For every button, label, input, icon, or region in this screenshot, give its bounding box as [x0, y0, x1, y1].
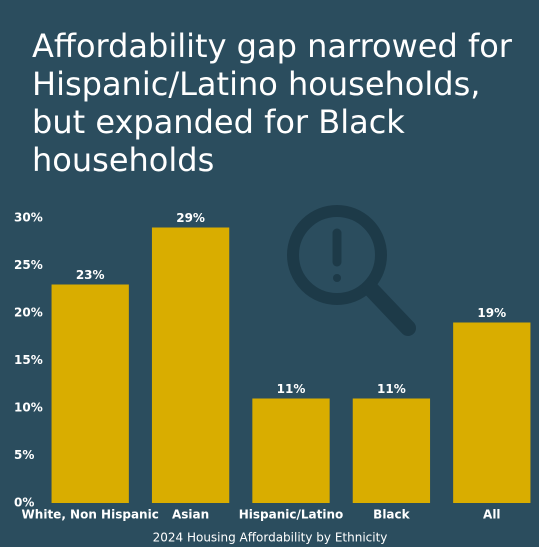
- chart-title: Affordability gap narrowed for Hispanic/…: [32, 27, 512, 179]
- bar: [51, 284, 129, 503]
- value-label: 11%: [377, 382, 406, 396]
- y-tick-label: 0%: [14, 496, 34, 510]
- y-tick-label: 10%: [14, 401, 43, 415]
- y-tick-label: 15%: [14, 353, 43, 367]
- value-label: 23%: [76, 268, 105, 282]
- bar: [352, 398, 431, 503]
- value-label: 29%: [176, 211, 205, 225]
- y-tick-label: 5%: [14, 448, 34, 462]
- x-axis-title: 2024 Housing Affordability by Ethnicity: [153, 531, 388, 545]
- x-tick-label: Asian: [172, 508, 209, 522]
- x-tick-label: White, Non Hispanic: [22, 508, 159, 522]
- x-tick-label: All: [483, 508, 501, 522]
- bar: [151, 227, 230, 503]
- x-tick-label: Hispanic/Latino: [239, 508, 344, 522]
- bar: [453, 322, 531, 503]
- magnifier-icon: [287, 205, 416, 336]
- bar: [252, 398, 330, 503]
- y-tick-label: 20%: [14, 306, 43, 320]
- y-tick-label: 25%: [14, 258, 43, 272]
- x-tick-label: Black: [373, 508, 410, 522]
- value-label: 19%: [477, 306, 506, 320]
- y-tick-label: 30%: [14, 211, 43, 225]
- value-label: 11%: [277, 382, 306, 396]
